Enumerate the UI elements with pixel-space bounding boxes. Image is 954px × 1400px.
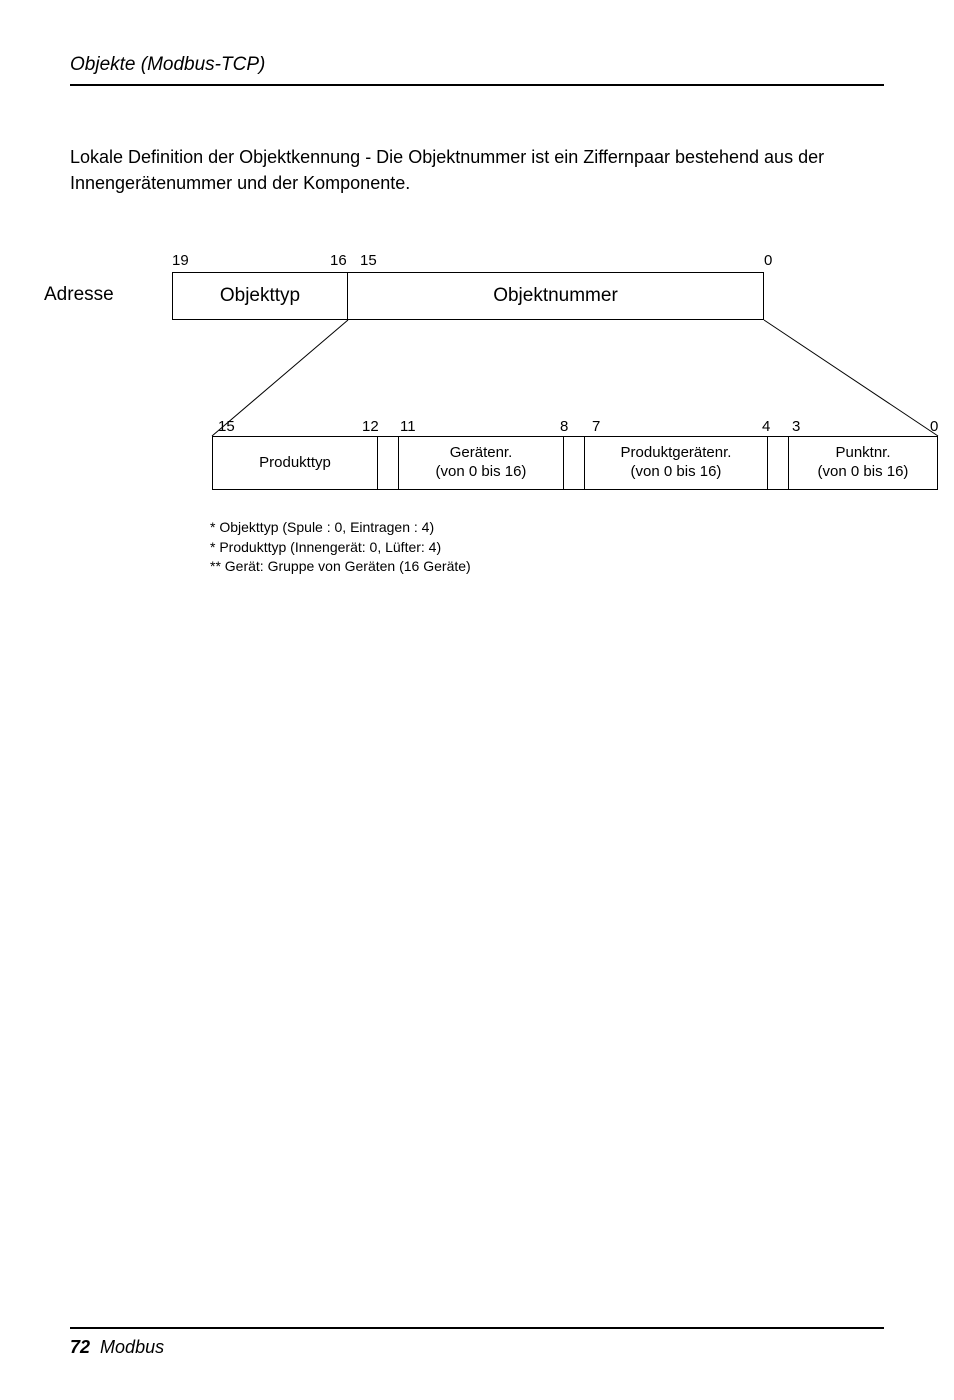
bit-label-0-top: 0 [764, 252, 772, 269]
page-footer: 72 Modbus [70, 1327, 884, 1358]
footer-title: Modbus [100, 1337, 164, 1357]
footnote-1: * Objekttyp (Spule : 0, Eintragen : 4) [210, 518, 471, 538]
bit-label-16: 16 [330, 252, 347, 269]
objektnummer-cell: Objektnummer [348, 272, 764, 320]
punktnr-line1: Punktnr. [835, 444, 890, 463]
objektnummer-breakdown-row: Produkttyp Gerätenr. (von 0 bis 16) Prod… [212, 436, 938, 490]
bit-label-0b: 0 [930, 418, 938, 435]
produktgeraetenr-line1: Produktgerätenr. [621, 444, 732, 463]
footnote-2: * Produkttyp (Innengerät: 0, Lüfter: 4) [210, 538, 471, 558]
bit-label-3: 3 [792, 418, 800, 435]
address-structure-diagram: Adresse 19 16 15 0 Objekttyp Objektnumme… [70, 250, 884, 590]
objekttyp-cell: Objekttyp [172, 272, 348, 320]
adresse-top-row: Objekttyp Objektnummer [172, 272, 764, 320]
bit-label-4: 4 [762, 418, 770, 435]
bit-label-7: 7 [592, 418, 600, 435]
punktnr-line2: (von 0 bis 16) [818, 463, 909, 482]
bit-label-8: 8 [560, 418, 568, 435]
produkttyp-cell: Produkttyp [212, 436, 378, 490]
adresse-label: Adresse [44, 284, 114, 306]
geraetenr-line2: (von 0 bis 16) [436, 463, 527, 482]
geraetenr-cell: Gerätenr. (von 0 bis 16) [398, 436, 564, 490]
chapter-title: Objekte (Modbus-TCP) [70, 54, 884, 86]
intro-paragraph: Lokale Definition der Objektkennung - Di… [70, 144, 884, 196]
diagram-footnotes: * Objekttyp (Spule : 0, Eintragen : 4) *… [210, 518, 471, 577]
bit-label-11: 11 [400, 418, 416, 435]
gap-1 [378, 436, 398, 490]
bit-label-19: 19 [172, 252, 189, 269]
gap-2 [564, 436, 584, 490]
bit-label-15b: 15 [218, 418, 235, 435]
page-number: 72 [70, 1337, 90, 1357]
footnote-3: ** Gerät: Gruppe von Geräten (16 Geräte) [210, 557, 471, 577]
bit-label-15: 15 [360, 252, 377, 269]
punktnr-cell: Punktnr. (von 0 bis 16) [788, 436, 938, 490]
bit-label-12: 12 [362, 418, 379, 435]
produktgeraetenr-line2: (von 0 bis 16) [631, 463, 722, 482]
produktgeraetenr-cell: Produktgerätenr. (von 0 bis 16) [584, 436, 768, 490]
gap-3 [768, 436, 788, 490]
geraetenr-line1: Gerätenr. [450, 444, 513, 463]
